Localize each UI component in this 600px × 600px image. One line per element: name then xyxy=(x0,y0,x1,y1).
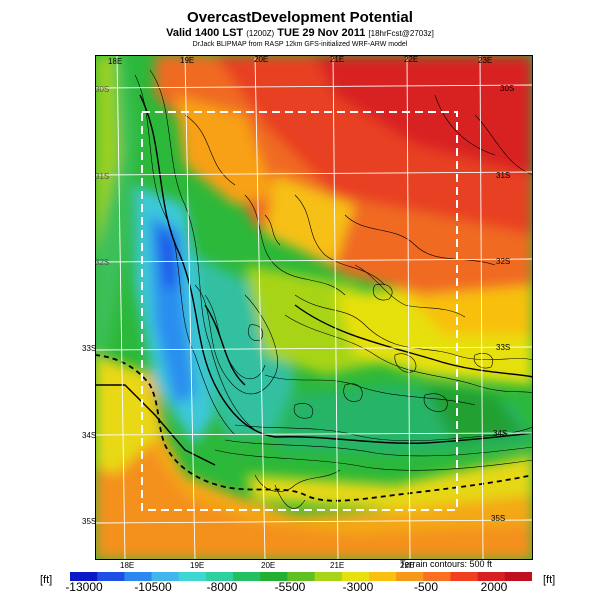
domain-boundary-dashed xyxy=(141,111,458,511)
top-lon-label-20: 20E xyxy=(254,55,269,64)
page-title: OvercastDevelopment Potential xyxy=(187,9,413,26)
right-lat-label-30: 30S xyxy=(500,84,515,93)
colorbar-segment xyxy=(396,572,424,581)
right-lat-label-35: 35S xyxy=(491,514,506,523)
colorbar-tick: -3000 xyxy=(342,580,374,594)
colorbar-segment xyxy=(314,572,343,581)
top-lon-label-19: 19E xyxy=(180,56,195,65)
left-lat-label-34: 34S xyxy=(82,431,97,440)
left-lat-label-32: 32S xyxy=(95,258,110,267)
coastline xyxy=(95,354,533,502)
colorbar-segment xyxy=(450,572,479,581)
colorbar-tick: -13000 xyxy=(65,580,103,594)
colorbar-tick: -5500 xyxy=(274,580,306,594)
colorbar-segment xyxy=(124,572,153,581)
colorbar-tick: -500 xyxy=(413,580,439,594)
colorbar-segment xyxy=(477,572,506,581)
top-lon-label-22: 22E xyxy=(404,55,419,64)
valid-time: Valid 1400 LST (1200Z) TUE 29 Nov 2011 [… xyxy=(0,27,600,39)
colorbar xyxy=(70,572,532,581)
right-lat-label-34: 34S xyxy=(493,429,508,438)
top-lon-label-23: 23E xyxy=(478,56,493,65)
colorbar-segment xyxy=(260,572,288,581)
left-lat-label-31: 31S xyxy=(95,172,110,181)
left-lat-label-35: 35S xyxy=(82,517,97,526)
colorbar-segment xyxy=(205,572,234,581)
bottom-lon-label-21: 21E xyxy=(330,561,345,570)
field-colour-regions xyxy=(95,55,533,560)
valid-label: Valid 1400 LST xyxy=(166,27,244,39)
lat-lon-grid xyxy=(95,55,533,560)
colorbar-segment xyxy=(368,572,397,581)
bottom-lon-label-19: 19E xyxy=(190,561,205,570)
left-lat-label-33: 33S xyxy=(82,344,97,353)
colorbar-segment xyxy=(70,572,98,581)
left-lat-label-30: 30S xyxy=(95,85,110,94)
bottom-lon-label-18: 18E xyxy=(120,561,135,570)
top-lon-label-21: 21E xyxy=(330,55,345,64)
colorbar-segment xyxy=(341,572,370,581)
contour-note: Terrain contours: 500 ft xyxy=(400,559,493,569)
colorbar-tick: 2000 xyxy=(480,580,508,594)
colorbar-segment xyxy=(178,572,207,581)
model-credit: DrJack BLIPMAP from RASP 12km GFS-initia… xyxy=(192,41,408,48)
colorbar-tick: -8000 xyxy=(206,580,238,594)
right-lat-label-31: 31S xyxy=(496,171,511,180)
colorbar-segment xyxy=(97,572,125,581)
colorbar-tick: -10500 xyxy=(134,580,172,594)
right-lat-label-32: 32S xyxy=(496,257,511,266)
bottom-lon-label-20: 20E xyxy=(261,561,276,570)
unit-left: [ft] xyxy=(40,574,53,586)
colorbar-segment xyxy=(151,572,180,581)
colorbar-segment xyxy=(287,572,316,581)
top-lon-label-18: 18E xyxy=(108,57,123,66)
map-frame xyxy=(95,55,533,560)
colorbar-segment xyxy=(423,572,451,581)
right-lat-label-33: 33S xyxy=(496,343,511,352)
overcast-map xyxy=(95,55,533,560)
colorbar-segment xyxy=(504,572,532,581)
colorbar-segment xyxy=(233,572,261,581)
utc-time: (1200Z) xyxy=(246,29,275,38)
bottom-lon-label-22: 22E xyxy=(400,561,415,570)
valid-date: TUE 29 Nov 2011 xyxy=(277,27,366,39)
forecast-hour: [18hrFcst@2703z] xyxy=(368,29,434,38)
unit-right: [ft] xyxy=(543,574,556,586)
major-contours xyxy=(95,94,533,466)
